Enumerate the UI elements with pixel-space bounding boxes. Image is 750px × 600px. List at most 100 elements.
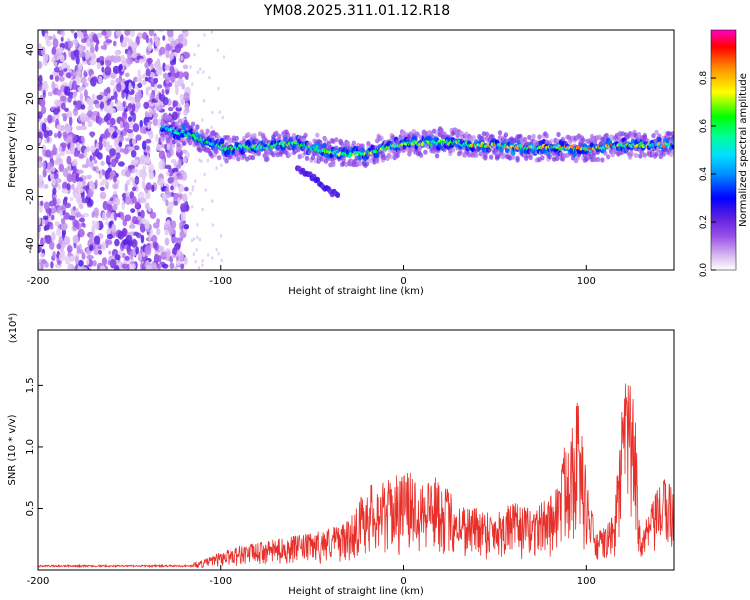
heatmap-cell <box>90 182 95 192</box>
heatmap-cell <box>96 152 103 160</box>
heatmap-cell <box>72 133 77 144</box>
heatmap-cell <box>210 125 213 130</box>
heatmap-cell <box>217 86 220 91</box>
heatmap-cell <box>156 84 163 89</box>
heatmap-cell <box>105 30 112 38</box>
heatmap-cell <box>423 149 428 155</box>
heatmap-cell <box>137 69 141 78</box>
heatmap-cell <box>51 115 56 123</box>
heatmap-cell <box>69 197 74 202</box>
heatmap-cell <box>74 256 79 265</box>
heatmap-cell <box>112 203 118 211</box>
heatmap-cell <box>145 112 151 118</box>
heatmap-cell <box>38 180 43 189</box>
heatmap-cell <box>121 111 128 121</box>
heatmap-cell <box>71 80 77 91</box>
figure-title: YM08.2025.311.01.12.R18 <box>263 3 450 19</box>
heatmap-cell <box>92 76 98 83</box>
heatmap-cell <box>471 135 476 141</box>
y-tick-label: 0 <box>25 144 36 150</box>
heatmap-cell <box>187 140 193 146</box>
heatmap-cell <box>60 36 64 42</box>
heatmap-cell <box>179 252 184 260</box>
heatmap-cell <box>80 135 85 142</box>
heatmap-cell <box>198 237 202 242</box>
heatmap-cell <box>123 122 130 132</box>
heatmap-cell <box>51 214 55 221</box>
heatmap-cell <box>191 188 194 192</box>
heatmap-cell <box>78 53 85 58</box>
colorbar-label: Normalized spectral amplitude <box>738 73 749 227</box>
heatmap-cell <box>55 118 60 126</box>
heatmap-cell <box>73 192 79 199</box>
heatmap-cell <box>379 135 384 141</box>
heatmap-cell <box>52 187 57 195</box>
heatmap-cell <box>157 118 162 128</box>
heatmap-cell <box>572 151 577 158</box>
heatmap-cell <box>503 132 509 138</box>
heatmap-cell <box>81 38 87 44</box>
heatmap-cell <box>145 68 151 77</box>
heatmap-cell <box>40 200 44 207</box>
heatmap-cell <box>220 258 223 263</box>
heatmap-cell <box>134 219 140 225</box>
heatmap-cell <box>152 118 159 126</box>
heatmap-cell <box>642 152 647 158</box>
heatmap-cell <box>114 197 120 206</box>
heatmap-cell <box>38 137 42 144</box>
heatmap-cell <box>162 35 166 41</box>
heatmap-cell <box>143 101 150 110</box>
heatmap-cell <box>160 251 167 257</box>
heatmap-cell <box>190 121 196 127</box>
heatmap-cell <box>52 38 59 49</box>
heatmap-cell <box>115 152 121 160</box>
heatmap-cell <box>102 96 108 102</box>
heatmap-cell <box>126 57 134 65</box>
heatmap-cell <box>102 200 109 211</box>
heatmap-cell <box>73 49 80 57</box>
heatmap-cell <box>130 41 138 50</box>
heatmap-cell <box>53 61 58 67</box>
heatmap-cell <box>78 86 86 91</box>
heatmap-cell <box>73 219 78 228</box>
heatmap-cell <box>158 160 165 170</box>
heatmap-x-ticks: -200 -100 0 100 <box>27 265 596 287</box>
heatmap-cell <box>148 163 155 173</box>
heatmap-cell <box>38 61 43 69</box>
heatmap-cell <box>94 103 102 109</box>
heatmap-cell <box>511 154 516 160</box>
heatmap-cell <box>114 254 121 261</box>
colorbar-tick-label: 0.2 <box>699 215 709 229</box>
heatmap-cell <box>43 201 50 211</box>
heatmap-cell <box>183 224 190 230</box>
heatmap-cell <box>60 217 66 225</box>
snr-y-ticks: 0.5 1.0 1.5 <box>25 377 43 516</box>
heatmap-cell <box>45 168 51 173</box>
heatmap-cell <box>214 148 219 155</box>
heatmap-cell <box>130 239 138 248</box>
heatmap-cell <box>41 259 47 264</box>
heatmap-cell <box>45 149 51 158</box>
heatmap-cell <box>201 263 204 268</box>
heatmap-cell <box>99 265 106 270</box>
heatmap-cell <box>171 158 177 164</box>
heatmap-cell <box>153 84 158 93</box>
heatmap-cell <box>77 61 83 71</box>
heatmap-cell <box>54 74 60 82</box>
heatmap-cell <box>462 152 468 158</box>
heatmap-cell <box>62 116 67 122</box>
heatmap-cell <box>196 223 199 227</box>
heatmap-cell <box>51 178 56 186</box>
heatmap-cell <box>170 176 175 183</box>
heatmap-cell <box>110 72 117 79</box>
heatmap-cell <box>155 144 162 151</box>
y-tick-label: 0.5 <box>25 501 36 517</box>
heatmap-cell <box>124 256 130 261</box>
heatmap-cell <box>75 55 80 65</box>
heatmap-cell <box>54 221 60 227</box>
heatmap-frame <box>37 29 675 271</box>
heatmap-cell <box>201 207 204 212</box>
heatmap-cell <box>80 228 84 237</box>
heatmap-cell <box>92 33 98 43</box>
